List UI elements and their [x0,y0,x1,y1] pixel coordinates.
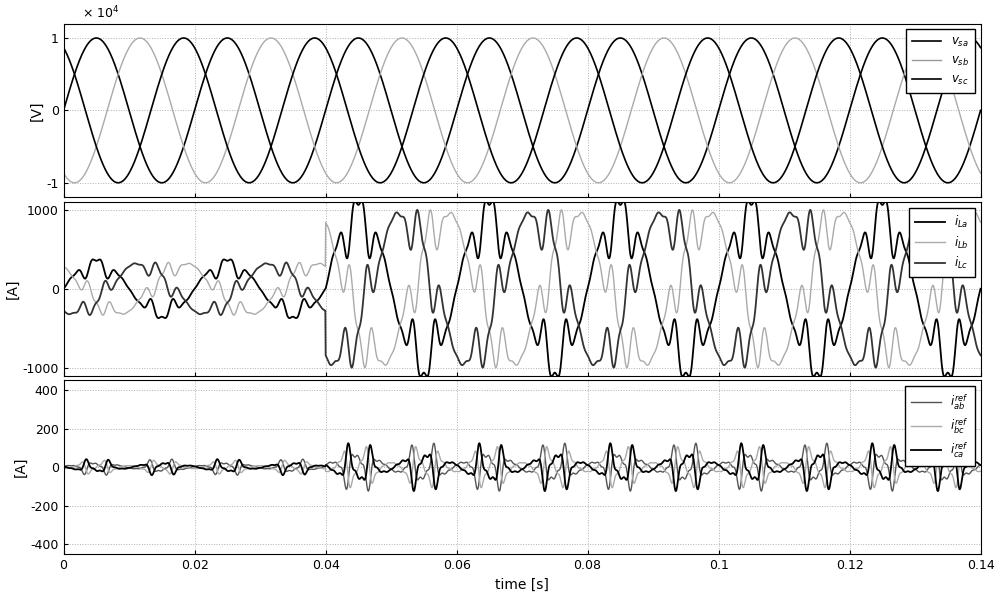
X-axis label: time [s]: time [s] [495,577,549,592]
Y-axis label: [A]: [A] [6,279,20,299]
Text: $\times\ 10^4$: $\times\ 10^4$ [82,5,119,21]
Legend: $v_{sa}$, $v_{sb}$, $v_{sc}$: $v_{sa}$, $v_{sb}$, $v_{sc}$ [906,29,975,93]
Legend: $i_{La}$, $i_{Lb}$, $i_{Lc}$: $i_{La}$, $i_{Lb}$, $i_{Lc}$ [909,208,975,278]
Y-axis label: [A]: [A] [14,457,28,478]
Legend: $i^{ref}_{ab}$, $i^{ref}_{bc}$, $i^{ref}_{ca}$: $i^{ref}_{ab}$, $i^{ref}_{bc}$, $i^{ref}… [905,386,975,466]
Y-axis label: [V]: [V] [30,100,44,121]
